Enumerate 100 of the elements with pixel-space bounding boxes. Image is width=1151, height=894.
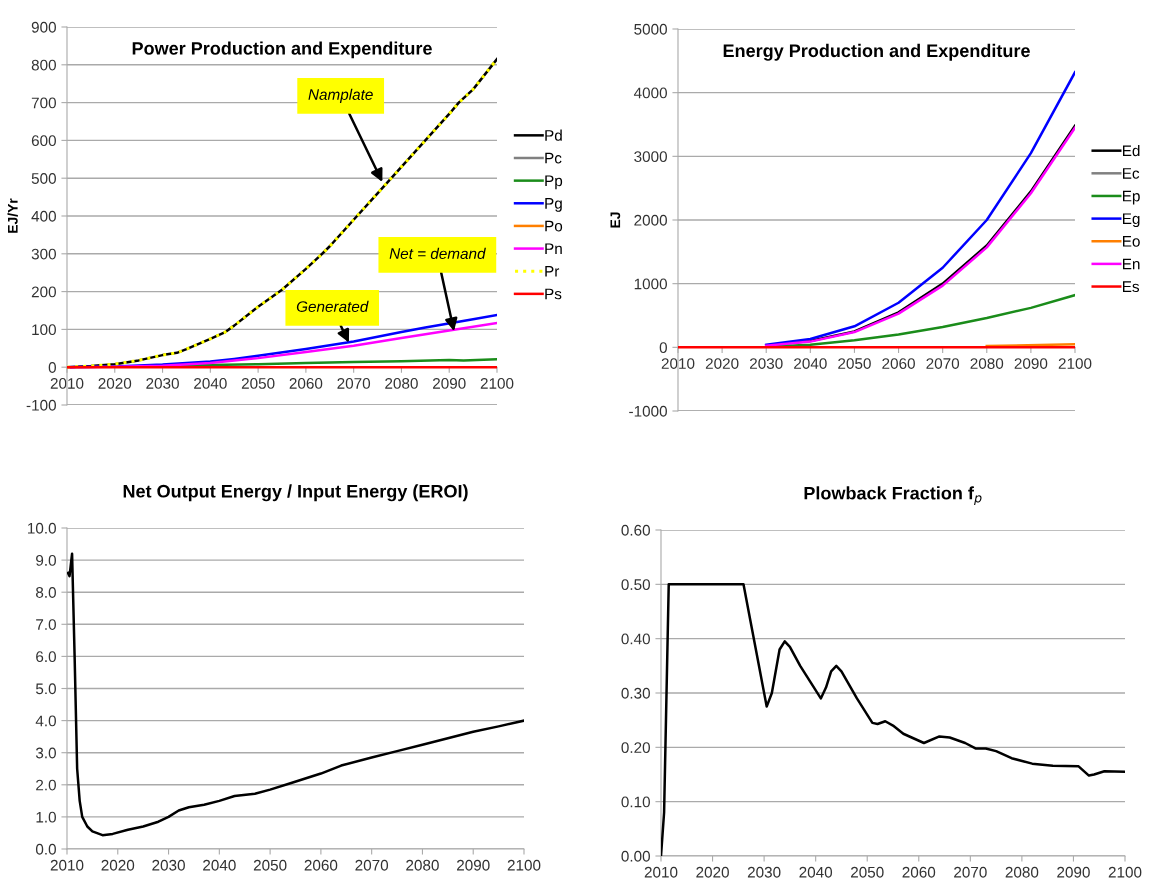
x-tick-label: 2050 bbox=[241, 378, 275, 389]
legend-label: Pg bbox=[545, 198, 562, 212]
x-tick-label: 2010 bbox=[50, 859, 84, 871]
y-tick-label: 5.0 bbox=[35, 683, 56, 695]
x-tick-label: 2080 bbox=[970, 358, 1004, 369]
legend-label: Ps bbox=[545, 288, 562, 300]
y-tick-label: 10.0 bbox=[28, 522, 56, 534]
legend-label: En bbox=[1123, 258, 1140, 270]
y-tick-label: 900 bbox=[31, 21, 56, 33]
y-tick-label: 800 bbox=[31, 59, 56, 71]
x-tick-label: 2060 bbox=[304, 859, 338, 871]
x-tick-label: 2090 bbox=[457, 859, 490, 871]
x-tick-label: 2100 bbox=[480, 378, 514, 389]
annotation: Generated bbox=[296, 300, 369, 313]
x-tick-label: 2040 bbox=[203, 859, 236, 871]
y-tick-label: 0.00 bbox=[621, 850, 650, 862]
x-tick-label: 2010 bbox=[644, 866, 678, 878]
y-tick-label: 3.0 bbox=[35, 747, 56, 759]
x-tick-label: 2060 bbox=[289, 378, 323, 389]
y-tick-label: 200 bbox=[31, 286, 56, 298]
y-tick-label: 1000 bbox=[634, 278, 667, 290]
x-tick-label: 2010 bbox=[50, 378, 84, 389]
y-tick-label: 700 bbox=[31, 97, 56, 109]
text: Energy Production and Expenditure bbox=[723, 43, 1030, 61]
legend-label: Pd bbox=[545, 129, 562, 141]
legend-label: Pp bbox=[545, 175, 563, 190]
x-tick-label: 2100 bbox=[507, 859, 541, 871]
x-tick-label: 2050 bbox=[838, 358, 871, 369]
x-tick-label: 2080 bbox=[406, 859, 439, 871]
annotation: Net = demand bbox=[389, 247, 486, 260]
x-tick-label: 2050 bbox=[253, 859, 287, 871]
y-tick-label: -100 bbox=[26, 399, 56, 411]
x-tick-label: 2030 bbox=[146, 378, 179, 389]
x-tick-label: 2040 bbox=[799, 866, 833, 878]
legend-label: Pc bbox=[545, 152, 562, 164]
y-tick-label: 0.40 bbox=[621, 633, 650, 645]
x-tick-label: 2080 bbox=[1005, 866, 1039, 878]
y-tick-label: 0.30 bbox=[621, 687, 650, 699]
y-tick-label: 4000 bbox=[633, 87, 667, 99]
x-tick-label: 2020 bbox=[101, 859, 135, 871]
x-tick-label: 2020 bbox=[98, 378, 132, 389]
legend-label: Ep bbox=[1123, 190, 1140, 205]
x-tick-label: 2090 bbox=[1057, 866, 1090, 878]
x-tick-label: 2030 bbox=[747, 866, 781, 878]
y-tick-label: -1000 bbox=[629, 405, 667, 417]
y-tick-label: 9.0 bbox=[36, 554, 56, 566]
x-tick-label: 2070 bbox=[954, 866, 987, 878]
x-tick-label: 2070 bbox=[337, 378, 371, 389]
legend-label: Pr bbox=[545, 266, 560, 277]
x-tick-label: 2040 bbox=[194, 378, 227, 389]
y-tick-label: 500 bbox=[31, 173, 56, 184]
annotation: Namplate bbox=[308, 88, 373, 103]
y-tick-label: 8.0 bbox=[36, 587, 56, 598]
y-tick-label: 2.0 bbox=[36, 779, 56, 791]
y-tick-label: 0.20 bbox=[621, 742, 650, 754]
y-tick-label: 2000 bbox=[634, 214, 667, 226]
y-tick-label: 400 bbox=[31, 210, 56, 222]
x-tick-label: 2020 bbox=[696, 866, 729, 878]
y-tick-label: 600 bbox=[31, 135, 56, 147]
y-tick-label: 0 bbox=[48, 362, 56, 373]
legend-label: Pn bbox=[545, 243, 562, 254]
x-tick-label: 2060 bbox=[902, 866, 936, 878]
text: Power Production and Expenditure bbox=[132, 41, 432, 59]
legend-label: Eg bbox=[1123, 213, 1140, 228]
x-tick-label: 2070 bbox=[926, 358, 960, 369]
chart-title: Net Output Energy / Input Energy (EROI) bbox=[123, 484, 468, 502]
y-tick-label: 1.0 bbox=[36, 811, 56, 823]
legend-label: Eo bbox=[1123, 236, 1140, 247]
y-tick-label: 0.0 bbox=[35, 843, 56, 855]
x-tick-label: 2030 bbox=[152, 859, 185, 871]
y-tick-label: 0.50 bbox=[621, 579, 650, 591]
chart-title: Plowback Fraction f$_{p}$ bbox=[804, 486, 982, 505]
y-tick-label: 0.60 bbox=[621, 524, 650, 536]
y-tick-label: 5000 bbox=[634, 23, 667, 35]
x-tick-label: 2050 bbox=[851, 866, 884, 878]
legend-label: Es bbox=[1123, 281, 1140, 293]
legend-label: Po bbox=[545, 220, 563, 232]
y-tick-label: 0 bbox=[659, 342, 667, 354]
x-tick-label: 2090 bbox=[433, 378, 466, 389]
x-tick-label: 2100 bbox=[1108, 866, 1142, 878]
x-tick-label: 2040 bbox=[794, 358, 827, 369]
y-tick-label: 4.0 bbox=[35, 715, 56, 727]
y-tick-label: 3000 bbox=[634, 151, 667, 163]
y-tick-label: 0.10 bbox=[621, 796, 650, 808]
x-tick-label: 2090 bbox=[1014, 358, 1048, 369]
y-tick-label: 6.0 bbox=[36, 651, 56, 663]
x-tick-label: 2030 bbox=[750, 358, 783, 369]
legend-label: Ed bbox=[1123, 144, 1140, 157]
x-tick-label: 2060 bbox=[882, 358, 915, 369]
x-tick-label: 2020 bbox=[705, 358, 739, 369]
x-tick-label: 2080 bbox=[385, 378, 418, 389]
x-tick-label: 2010 bbox=[661, 358, 695, 369]
x-tick-label: 2070 bbox=[355, 859, 389, 871]
y-tick-label: 300 bbox=[31, 248, 56, 260]
legend-label: Ec bbox=[1123, 168, 1140, 179]
y-tick-label: 100 bbox=[32, 324, 56, 336]
y-axis-title: EJ bbox=[610, 212, 621, 228]
y-tick-label: 7.0 bbox=[36, 619, 56, 630]
y-axis-title: EJ/Yr bbox=[7, 198, 18, 233]
x-tick-label: 2100 bbox=[1058, 358, 1092, 369]
